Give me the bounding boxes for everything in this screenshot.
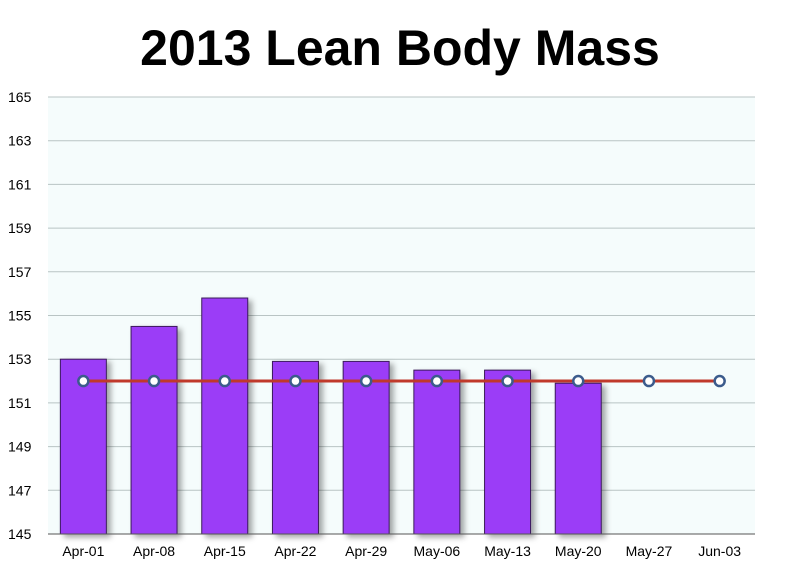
target-point (430, 374, 444, 388)
y-tick-label: 161 (8, 176, 32, 192)
x-tick-label: Jun-03 (698, 543, 741, 559)
target-point (572, 374, 585, 388)
x-tick-label: Apr-29 (345, 543, 387, 559)
bar (554, 382, 602, 535)
y-tick-label: 145 (8, 526, 32, 542)
x-axis-tick-labels: Apr-01 Apr-08 Apr-15 Apr-22 Apr-29 May-06 May-… (62, 543, 741, 559)
target-point (147, 374, 161, 388)
y-tick-label: 155 (8, 308, 32, 324)
target-points (77, 374, 726, 388)
y-tick-label: 157 (8, 264, 32, 280)
x-tick-label: May-06 (414, 543, 461, 559)
x-tick-label: Apr-15 (204, 543, 246, 559)
target-point (713, 374, 726, 388)
y-tick-label: 159 (8, 220, 32, 236)
y-tick-label: 165 (8, 89, 32, 105)
bar (271, 360, 319, 535)
bar (201, 297, 249, 535)
gridlines (48, 96, 755, 491)
y-tick-label: 153 (8, 351, 32, 367)
x-tick-label: May-13 (484, 543, 531, 559)
x-tick-label: May-27 (626, 543, 673, 559)
x-tick-label: Apr-08 (133, 543, 175, 559)
x-tick-label: May-20 (555, 543, 602, 559)
x-tick-label: Apr-22 (274, 543, 316, 559)
bar (484, 369, 532, 535)
y-tick-label: 147 (8, 482, 32, 498)
x-tick-label: Apr-01 (62, 543, 104, 559)
bar (130, 325, 178, 535)
target-point (642, 374, 656, 388)
y-tick-label: 163 (8, 133, 32, 149)
y-tick-label: 151 (8, 395, 32, 411)
bars (59, 297, 602, 535)
y-tick-label: 149 (8, 439, 32, 455)
chart-title: 2013 Lean Body Mass (140, 20, 660, 76)
target-point (501, 374, 514, 388)
y-axis-tick-labels: 145 147 149 151 153 155 157 159 161 163 165 (8, 89, 32, 542)
target-point (359, 374, 373, 388)
target-point (289, 374, 302, 388)
bar (413, 369, 461, 535)
bar (342, 360, 390, 535)
target-point (77, 374, 90, 388)
target-point (218, 374, 231, 388)
